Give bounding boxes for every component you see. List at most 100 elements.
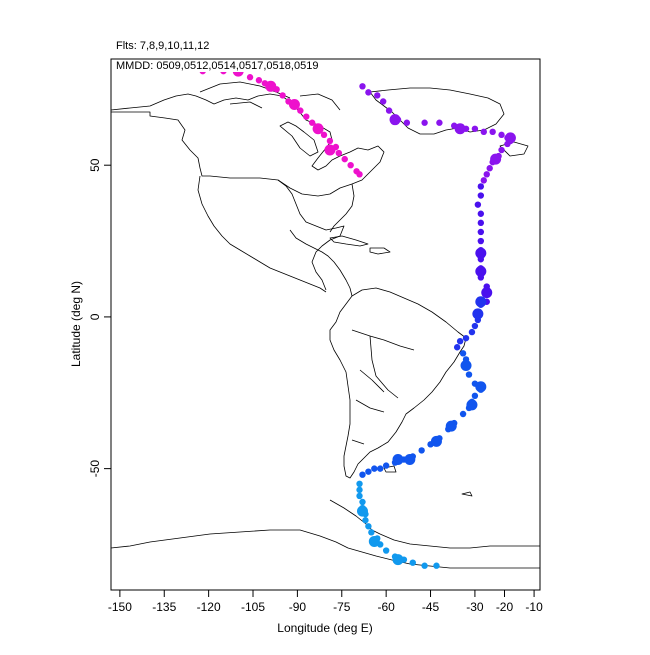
x-tick-label: -105 [241,600,265,614]
x-tick-label: -30 [466,600,484,614]
flight-profile-point [392,454,404,466]
flight-profile-point [460,359,472,371]
flight-point [365,468,372,475]
flight-point [385,107,393,114]
flight-point [477,183,485,190]
flight-point [489,128,496,136]
flight-profile-point [472,308,484,320]
flight-profile-point [481,287,493,299]
flight-point [356,480,363,487]
south-georgia [461,491,473,497]
central-america [289,229,353,297]
flight-point [359,471,366,478]
flight-point [246,74,254,81]
east-coast [329,183,355,233]
flight-profile-point [430,435,442,447]
flight-profile-point [454,123,466,135]
flight-profile-point [504,132,516,144]
flight-point [483,171,490,178]
flight-point [477,228,485,236]
flight-point [498,146,505,154]
flight-point [371,465,378,472]
x-tick-label: -135 [152,600,176,614]
flight-point [377,465,384,472]
flight-point [459,350,467,357]
flight-profile-point [475,381,487,393]
flight-point [477,237,485,245]
flight-profile-point [475,265,487,277]
flight-track [199,65,363,178]
antarctic-peninsula [329,499,540,549]
flights-label: Flts: 7,8,9,10,11,12 [116,40,210,52]
flight-profile-point [466,399,478,411]
flight-point [341,155,348,163]
flight-point [486,165,493,172]
flight-profile-point [392,554,404,566]
flight-point [382,547,390,554]
flight-point [498,131,505,139]
flight-point [477,219,485,227]
antarctica [111,529,540,569]
flight-point [459,410,467,418]
y-tick-label: -50 [88,460,102,478]
flight-profile-point [312,123,324,135]
south-america-coast [329,287,467,479]
flight-point [465,371,473,378]
flight-points [199,65,516,569]
flight-point [359,498,366,506]
x-tick-label: -75 [333,600,351,614]
flight-point [480,177,487,184]
plot-frame [110,58,541,591]
x-axis-title: Longitude (deg E) [277,621,372,635]
flight-point [365,523,372,530]
flight-point [356,492,363,500]
flight-profile-point [368,535,380,547]
mmdd-label: MMDD: 0509,0512,0514,0517,0518,0519 [116,60,319,72]
arctic-islands [199,81,341,111]
cuba [329,235,369,247]
flight-point [421,119,428,126]
flight-point [308,119,316,126]
x-axis: -150 -135 -120 -105 -90 -75 -60 -45 -30 -20 -10 [108,590,543,614]
flight-point [436,119,443,126]
x-tick-label: -90 [289,600,307,614]
y-tick-label: 0 [88,313,102,320]
x-tick-label: -150 [108,600,132,614]
flight-point [453,344,461,351]
flight-point [409,559,416,566]
flight-point [471,392,479,400]
hispaniola [369,247,391,255]
flight-point [326,137,334,145]
flight-point [365,89,372,96]
flight-profile-point [475,296,487,308]
flight-point [347,162,354,169]
flight-track [453,296,487,351]
x-tick-label: -120 [197,600,221,614]
flight-profile-point [389,114,401,126]
flight-point [356,486,363,494]
flight-point [456,337,464,345]
flight-point [297,107,304,114]
hudson-bay [279,121,319,157]
flight-point [359,83,366,90]
flight-point [433,562,440,569]
flight-track [356,480,440,569]
flight-profile-point [356,505,368,517]
flight-point [362,517,369,524]
x-tick-label: -20 [496,600,514,614]
flight-point [421,562,428,569]
flight-point [320,131,328,139]
flight-track [359,83,516,184]
flight-point [418,447,425,454]
flight-point [379,98,387,105]
flight-point [468,328,476,336]
flight-point [480,128,487,136]
y-axis-title: Latitude (deg N) [69,281,83,367]
flight-profile-point [265,80,277,92]
flight-profile-point [288,99,300,111]
flight-point [335,149,343,157]
flight-point [477,192,485,199]
flight-point [471,322,479,330]
